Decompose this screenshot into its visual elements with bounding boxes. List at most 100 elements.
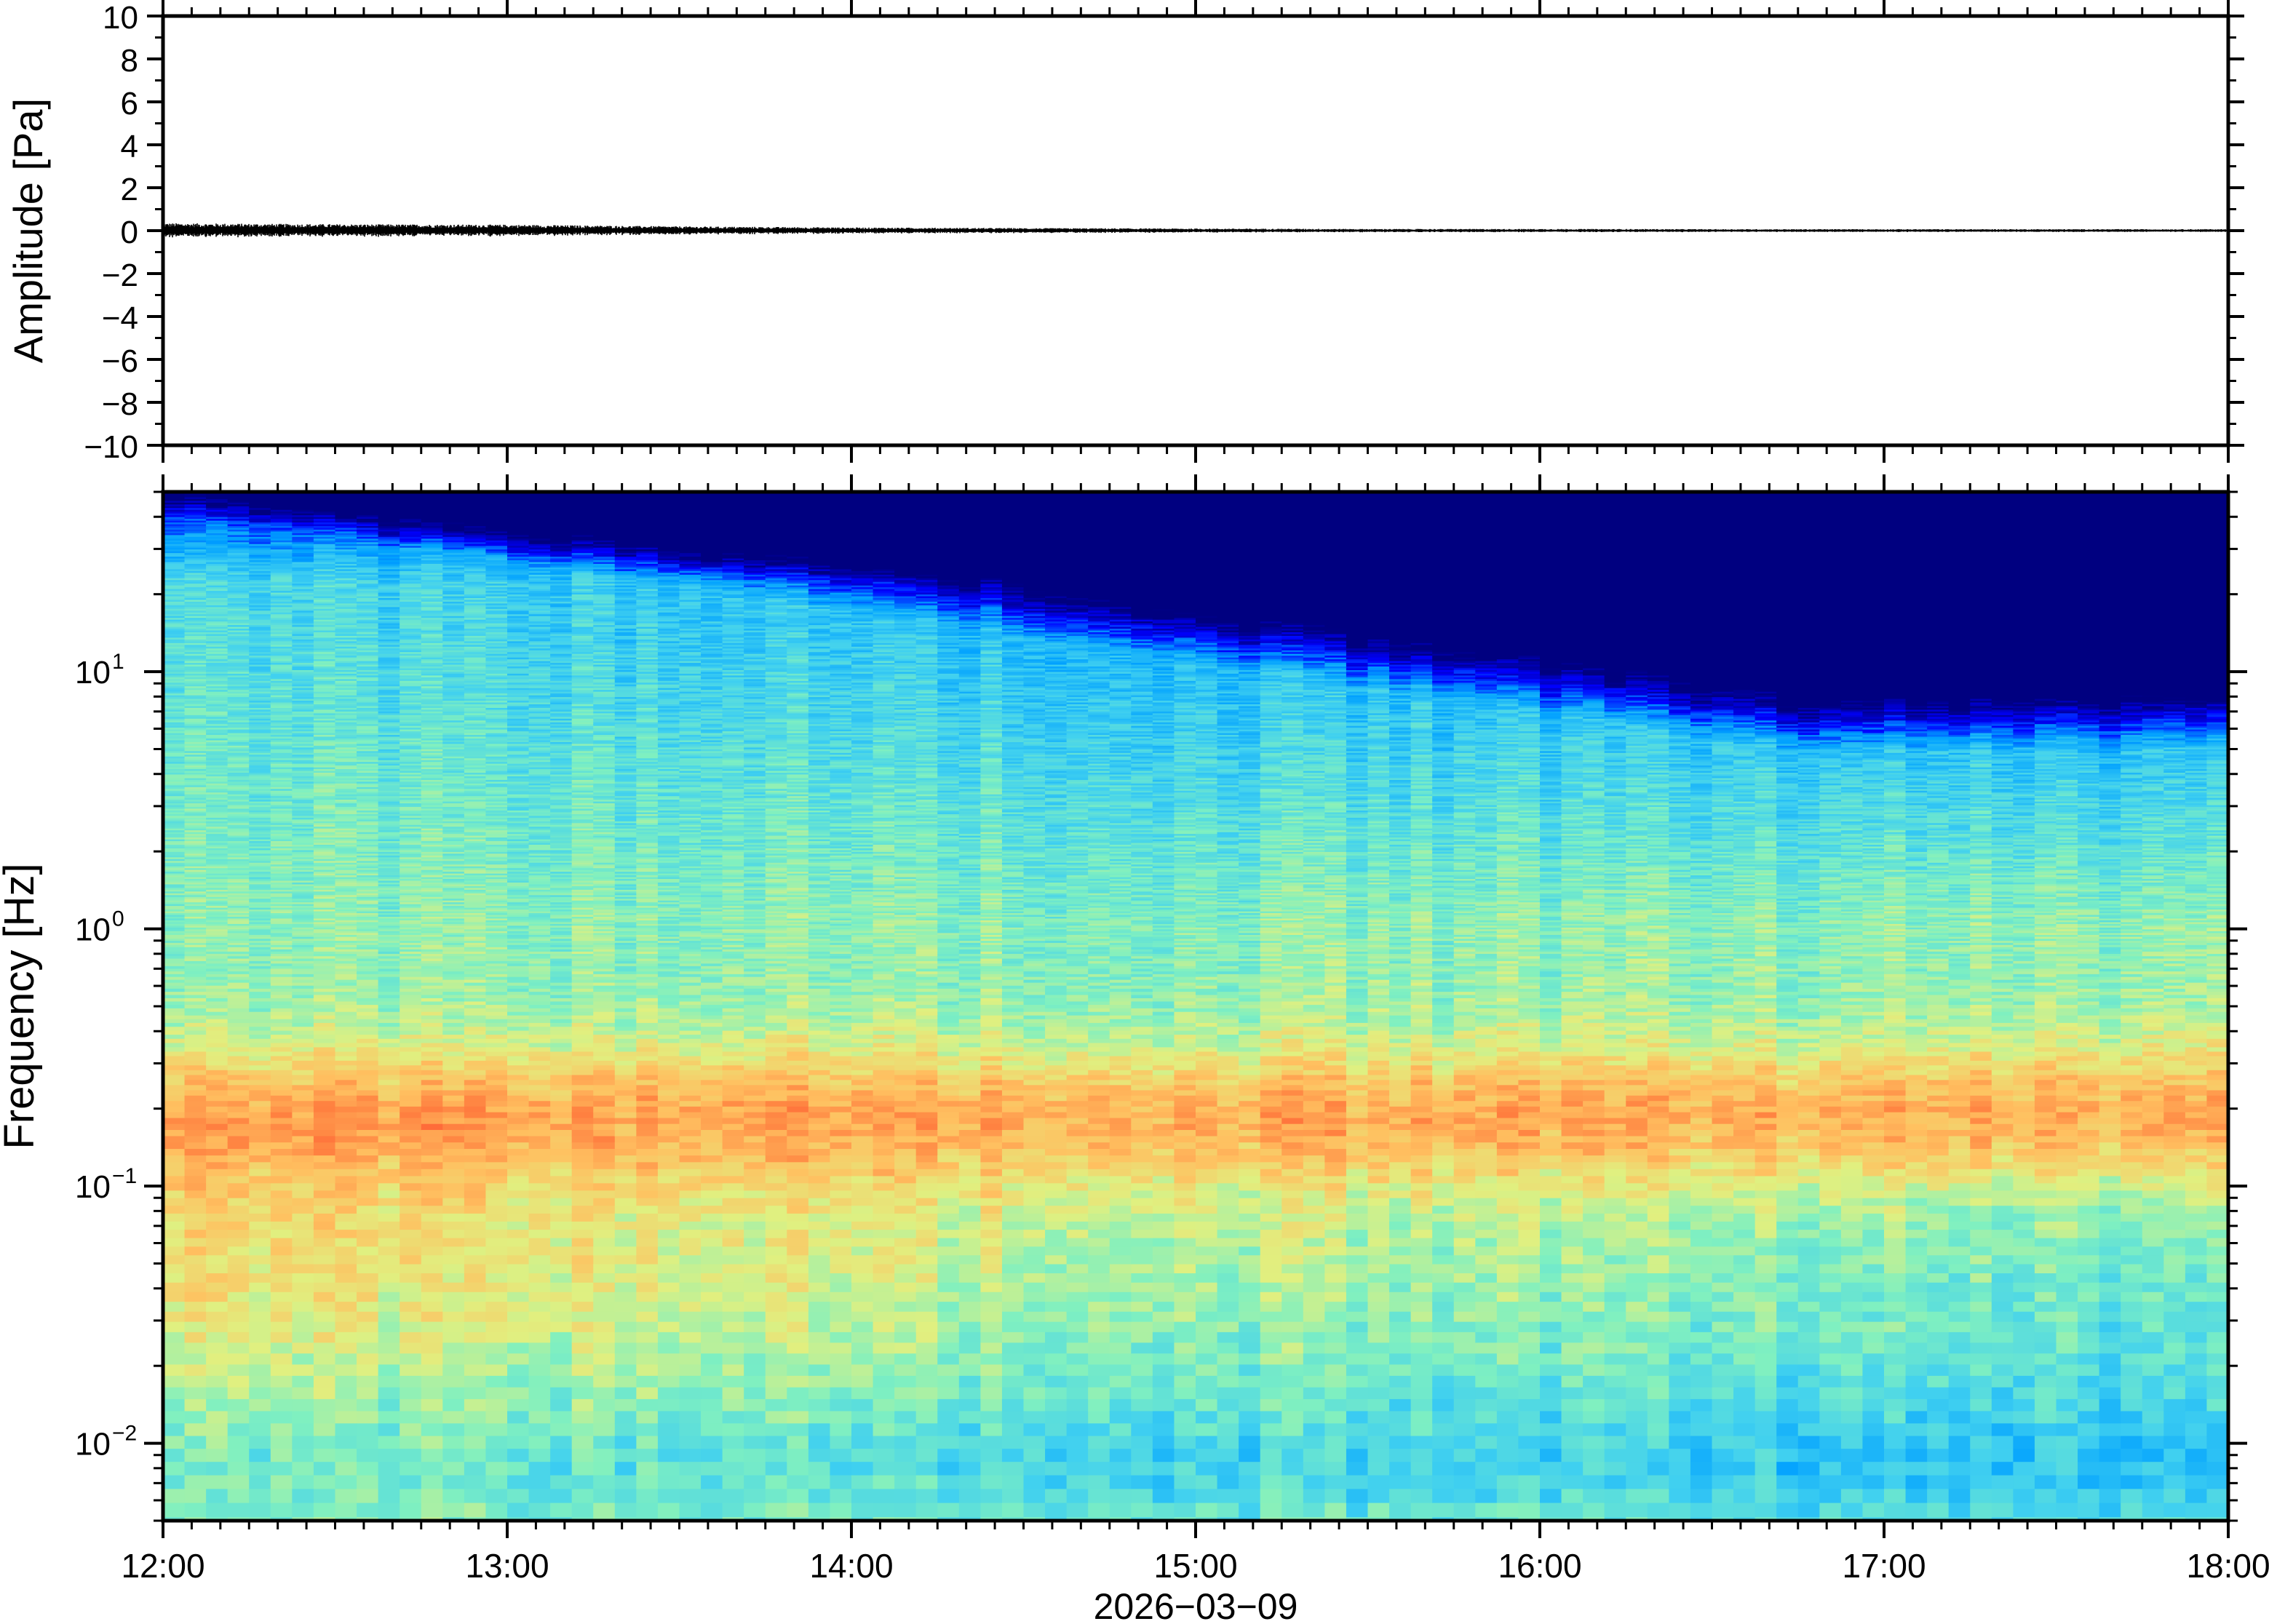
spectrogram-cell	[442, 1130, 465, 1137]
spectrogram-cell	[206, 529, 229, 533]
spectrogram-cell	[227, 1027, 250, 1032]
spectrogram-cell	[206, 547, 229, 550]
spectrogram-cell	[163, 576, 186, 579]
spectrogram-cell	[270, 497, 293, 500]
spectrogram-cell	[206, 656, 229, 658]
spectrogram-cell	[163, 794, 186, 797]
spectrogram-cell	[313, 767, 336, 770]
spectrogram-cell	[292, 542, 314, 545]
spectrogram-cell	[313, 725, 336, 728]
spectrogram-cell	[270, 769, 293, 772]
spectrogram-cell	[163, 1011, 186, 1016]
spectrogram-cell	[249, 998, 271, 1003]
spectrogram-cell	[249, 927, 271, 931]
spectrogram-cell	[163, 1411, 186, 1425]
spectrogram-cell	[184, 850, 207, 853]
spectrogram-cell	[270, 808, 293, 811]
spectrogram-cell	[163, 868, 186, 871]
spectrogram-cell	[227, 1136, 250, 1143]
spectrogram-cell	[163, 1001, 186, 1006]
spectrogram-cell	[270, 688, 293, 690]
spectrogram-cell	[227, 913, 250, 916]
spectrogram-cell	[292, 1095, 314, 1102]
spectrogram-cell	[184, 688, 207, 690]
spectrogram-cell	[227, 1321, 250, 1333]
spectrogram-cell	[292, 880, 314, 883]
spectrogram-cell	[313, 657, 336, 660]
spectrogram-cell	[421, 1502, 444, 1518]
spectrogram-cell	[163, 944, 186, 948]
spectrogram-cell	[270, 949, 293, 952]
spectrogram-cell	[249, 1238, 271, 1248]
spectrogram-cell	[184, 885, 207, 889]
spectrogram-cell	[227, 684, 250, 688]
spectrogram-cell	[270, 625, 293, 628]
spectrogram-cell	[184, 931, 207, 934]
spectrogram-cell	[400, 1118, 422, 1125]
spectrogram-cell	[313, 680, 336, 684]
spectrogram-cell	[227, 664, 250, 667]
spectrogram-cell	[270, 741, 293, 745]
spectrogram-cell	[270, 675, 293, 678]
spectrogram-cell	[249, 995, 271, 999]
spectrogram-cell	[292, 717, 314, 720]
spectrogram-cell	[378, 1502, 400, 1518]
spectrogram-cell	[292, 966, 314, 970]
spectrogram-cell	[227, 562, 250, 565]
spectrogram-cell	[270, 598, 293, 601]
spectrogram-cell	[313, 740, 336, 743]
spectrogram-cell	[249, 682, 271, 685]
spectrogram-cell	[292, 728, 314, 731]
spectrogram-cell	[270, 933, 293, 936]
spectrogram-cell	[270, 963, 293, 967]
spectrogram-cell	[292, 885, 314, 889]
spectrogram-cell	[249, 1411, 271, 1425]
spectrogram-cell	[292, 1462, 314, 1476]
spectrogram-cell	[249, 857, 271, 860]
spectrogram-cell	[206, 1423, 229, 1437]
spectrogram-cell	[249, 567, 271, 570]
spectrogram-cell	[421, 1190, 444, 1199]
spectrogram-cell	[163, 971, 186, 975]
spectrogram-cell	[249, 645, 271, 648]
spectrogram-cell	[227, 522, 250, 525]
spectrogram-cell	[249, 632, 271, 635]
spectrogram-cell	[184, 1027, 207, 1032]
spectrogram-cell	[378, 1123, 400, 1131]
spectrogram-cell	[184, 824, 207, 828]
spectrogram-cell	[206, 596, 229, 599]
spectrogram-cell	[184, 762, 207, 765]
spectrogram-cell	[184, 1080, 207, 1086]
spectrogram-cell	[184, 1101, 207, 1107]
spectrogram-cell	[400, 1101, 422, 1107]
spectrogram-cell	[442, 1095, 465, 1102]
spectrogram-cell	[227, 594, 250, 597]
spectrogram-cell	[249, 834, 271, 837]
spectrogram-cell	[184, 635, 207, 639]
spectrogram-cell	[206, 1019, 229, 1024]
spectrogram-cell	[400, 1080, 422, 1086]
spectrogram-cell	[270, 982, 293, 987]
spectrogram-cell	[249, 576, 271, 579]
spectrogram-cell	[270, 1142, 293, 1150]
spectrogram-cell	[184, 707, 207, 711]
spectrogram-cell	[292, 1005, 314, 1009]
spectrogram-cell	[227, 1095, 250, 1102]
spectrogram-cell	[163, 909, 186, 912]
spectrogram-cell	[292, 1475, 314, 1490]
spectrogram-cell	[292, 774, 314, 777]
spectrogram-cell	[227, 803, 250, 806]
spectrogram-cell	[184, 648, 207, 651]
spectrogram-cell	[227, 693, 250, 696]
spectrogram-cell	[184, 801, 207, 804]
spectrogram-cell	[249, 891, 271, 894]
spectrogram-cell	[270, 966, 293, 970]
spectrogram-cell	[184, 988, 207, 992]
spectrogram-cell	[270, 834, 293, 837]
spectrogram-cell	[270, 659, 293, 662]
spectrogram-cell	[292, 1264, 314, 1274]
spectrogram-cell	[442, 1387, 465, 1400]
spectrogram-cell	[227, 904, 250, 907]
spectrogram-cell	[292, 637, 314, 640]
spectrogram-cell	[270, 1176, 293, 1185]
